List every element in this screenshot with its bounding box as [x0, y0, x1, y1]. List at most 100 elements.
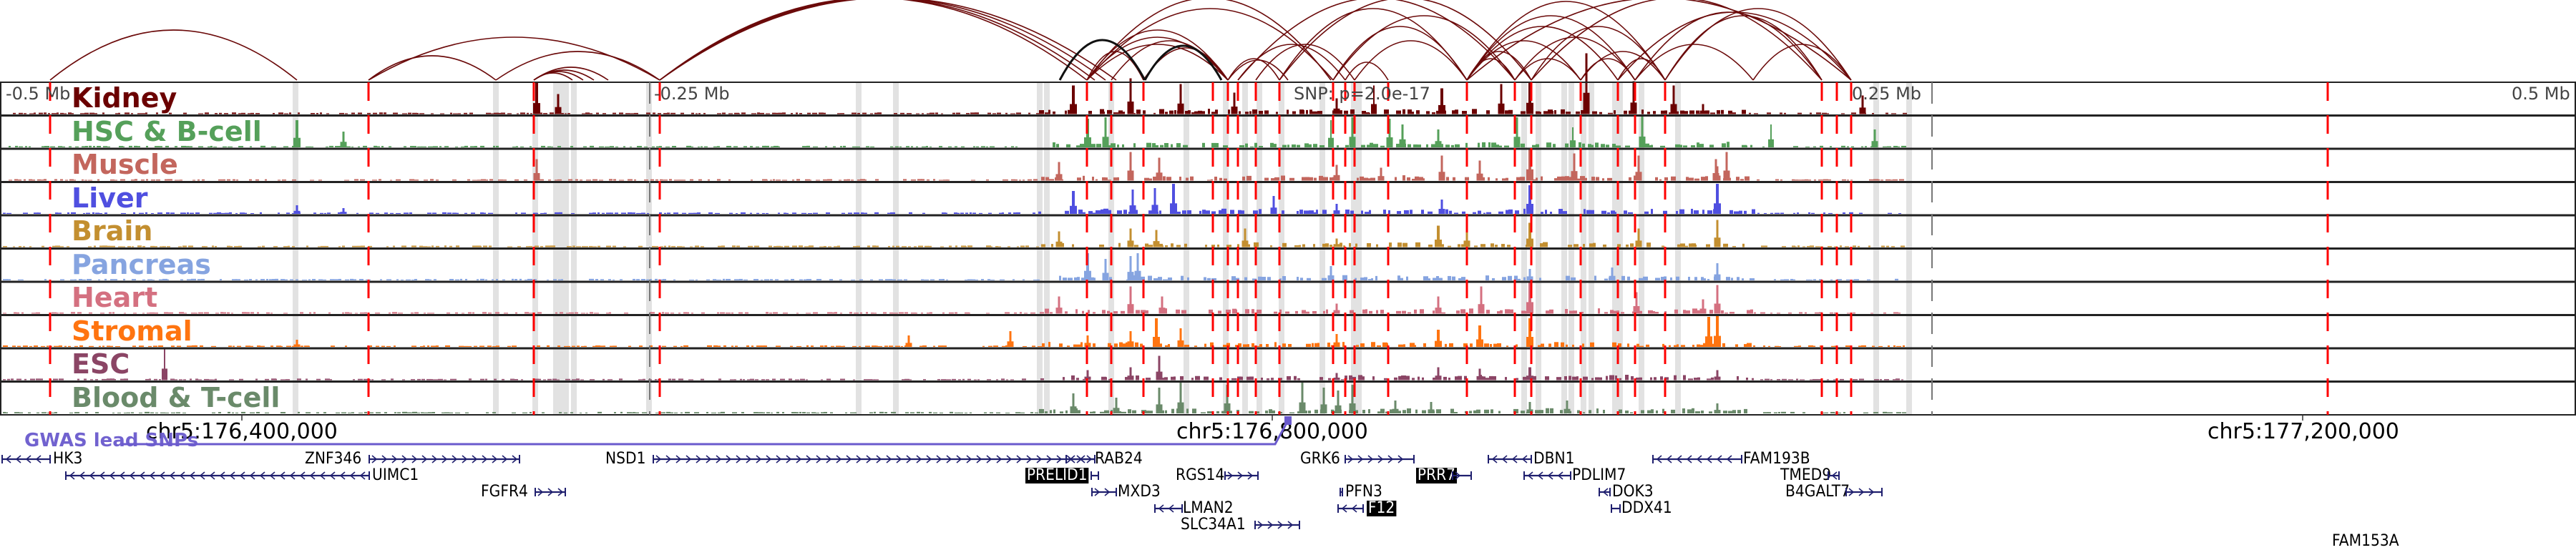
gene-prr7[interactable] [1452, 471, 1472, 480]
signal-peak [1465, 228, 1468, 247]
signal-peak [296, 120, 298, 147]
chromatin-loop-arc [1255, 44, 1355, 81]
track-label-pancreas: Pancreas [72, 248, 211, 280]
strand-arrow-icon [537, 488, 544, 496]
gene-grk6[interactable] [1345, 455, 1415, 463]
strand-arrow-icon [109, 471, 115, 480]
gene-lman2[interactable] [1154, 504, 1183, 513]
gene-pfn3[interactable] [1340, 488, 1343, 496]
gene-label-prelid1[interactable]: PRELID1 [1025, 466, 1089, 484]
track-label-blood-t-cell: Blood & T-cell [72, 381, 280, 413]
signal-peak [1129, 152, 1132, 181]
strand-arrow-icon [696, 455, 702, 463]
gene-label-uimc1[interactable]: UIMC1 [372, 466, 419, 484]
strand-arrow-icon [5, 455, 11, 463]
gene-fam193b[interactable] [1652, 455, 1742, 463]
gene-slc34a1[interactable] [1254, 521, 1300, 529]
gene-label-ddx41[interactable]: DDX41 [1621, 499, 1672, 517]
track-label-liver: Liver [72, 182, 148, 214]
signal-peak [1380, 167, 1382, 181]
gene-f12[interactable] [1337, 504, 1364, 513]
signal-peak [1233, 92, 1236, 114]
gene-ddx41[interactable] [1611, 504, 1621, 513]
gene-label-rab24[interactable]: RAB24 [1095, 450, 1143, 468]
gene-prelid1[interactable] [1091, 471, 1099, 480]
gene-label-pdlim7[interactable]: PDLIM7 [1572, 466, 1626, 484]
gene-label-prr7[interactable]: PRR7 [1416, 466, 1457, 484]
gene-label-nsd1[interactable]: NSD1 [605, 450, 646, 468]
chromatin-loop-arc [659, 0, 1106, 81]
track-label-muscle: Muscle [72, 149, 178, 180]
gene-label-dbn1[interactable]: DBN1 [1533, 450, 1575, 468]
strand-arrow-icon [1341, 504, 1347, 513]
gene-label-mxd3[interactable]: MXD3 [1118, 483, 1161, 501]
signal-peak [1437, 296, 1440, 314]
gene-label-hk3[interactable]: HK3 [53, 450, 83, 468]
chromatin-loop-arc [1086, 0, 1332, 81]
strand-arrow-icon [547, 488, 554, 496]
gene-label-f12[interactable]: F12 [1367, 499, 1397, 517]
strand-arrow-icon [996, 455, 1002, 463]
signal-peak [1480, 286, 1483, 314]
gene-label-rgs14[interactable]: RGS14 [1176, 466, 1225, 484]
gene-b4galt7[interactable] [1845, 488, 1883, 496]
gene-rab24[interactable] [1065, 455, 1096, 463]
gene-label-grk6[interactable]: GRK6 [1300, 450, 1340, 468]
gene-hk3[interactable] [1, 455, 51, 463]
strand-arrow-icon [1602, 488, 1609, 496]
gene-label-dok3[interactable]: DOK3 [1612, 483, 1654, 501]
chromatin-loop-arcs [49, 0, 1852, 81]
strand-arrow-icon [675, 455, 682, 463]
gene-label-tmed9[interactable]: TMED9 [1780, 466, 1832, 484]
accessibility-tracks [0, 53, 2576, 416]
gene-label-b4galt7[interactable]: B4GALT7 [1785, 483, 1850, 501]
signal-peak [1702, 299, 1704, 314]
signal-peak [1072, 85, 1075, 114]
strand-arrow-icon [1158, 504, 1164, 513]
track-brain [0, 214, 2576, 247]
coordinate-label-176400000: chr5:176,400,000 [146, 419, 338, 444]
signal-peak [1437, 129, 1440, 147]
chromatin-loop-arc [1634, 44, 1754, 81]
gene-nsd1[interactable] [653, 455, 1096, 463]
gene-label-lman2[interactable]: LMAN2 [1183, 499, 1234, 517]
signal-peak [1635, 292, 1638, 314]
chromatin-loop-arc [1227, 58, 1280, 81]
gene-label-pfn3[interactable]: PFN3 [1345, 483, 1382, 501]
strand-arrow-icon [1016, 455, 1023, 463]
strand-arrow-icon [1168, 504, 1174, 513]
strand-arrow-icon [319, 471, 326, 480]
distance-label-minus-0.5: -0.5 Mb [6, 84, 71, 104]
gene-pdlim7[interactable] [1523, 471, 1571, 480]
gene-znf346[interactable] [369, 455, 520, 463]
signal-peak [1072, 393, 1075, 413]
gene-label-fam193b[interactable]: FAM193B [1743, 450, 1810, 468]
strand-arrow-icon [15, 455, 21, 463]
strand-arrow-icon [1726, 455, 1732, 463]
signal-peak [1528, 318, 1531, 347]
strand-arrow-icon [179, 471, 185, 480]
signal-peak [1330, 120, 1332, 147]
gene-tmed9[interactable] [1828, 471, 1840, 480]
signal-peak [1179, 328, 1182, 347]
signal-peak [1478, 160, 1481, 181]
gene-label-slc34a1[interactable]: SLC34A1 [1181, 516, 1246, 534]
strand-arrow-icon [1257, 521, 1264, 529]
strand-arrow-icon [1377, 455, 1384, 463]
signal-peak [1394, 401, 1397, 413]
gene-label-fgfr4[interactable]: FGFR4 [481, 483, 528, 501]
gene-dbn1[interactable] [1488, 455, 1532, 463]
signal-peak [1086, 370, 1089, 380]
chromatin-loop-arc [1111, 40, 1229, 81]
strand-arrow-icon [1537, 471, 1543, 480]
strand-arrow-icon [359, 471, 366, 480]
gene-fgfr4[interactable] [535, 488, 566, 496]
signal-peak [1611, 267, 1614, 280]
strand-arrow-icon [916, 455, 922, 463]
gene-uimc1[interactable] [65, 471, 370, 480]
gene-label-znf346[interactable]: ZNF346 [305, 450, 362, 468]
gene-mxd3[interactable] [1091, 488, 1117, 496]
chromatin-loop-arc [368, 55, 497, 81]
gene-rgs14[interactable] [1224, 471, 1259, 480]
gene-dok3[interactable] [1599, 488, 1611, 496]
